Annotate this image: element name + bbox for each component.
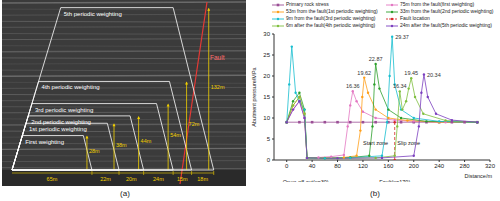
svg-text:0: 0 bbox=[285, 163, 289, 169]
svg-text:132m: 132m bbox=[211, 84, 225, 90]
svg-text:20m: 20m bbox=[126, 176, 137, 182]
svg-text:16.36: 16.36 bbox=[346, 83, 360, 89]
html-text:Fault location: Fault location bbox=[400, 15, 430, 21]
svg-text:200: 200 bbox=[409, 163, 420, 169]
html-text:(a): (a) bbox=[120, 189, 130, 198]
html-text:6m after the fault(4th periodi: 6m after the fault(4th periodic weightin… bbox=[286, 22, 376, 28]
svg-text:5th periodic weighting: 5th periodic weighting bbox=[64, 11, 122, 17]
html-text:Abutment pressure/MPa: Abutment pressure/MPa bbox=[251, 67, 257, 127]
svg-text:320: 320 bbox=[485, 163, 492, 169]
svg-text:1st periodic weighting: 1st periodic weighting bbox=[29, 126, 87, 132]
html-text:(b): (b) bbox=[370, 189, 380, 198]
svg-text:15m: 15m bbox=[177, 176, 188, 182]
svg-text:65m: 65m bbox=[47, 176, 58, 182]
svg-text:40: 40 bbox=[309, 163, 316, 169]
svg-text:20.34: 20.34 bbox=[427, 72, 441, 78]
svg-text:4th periodic weighting: 4th periodic weighting bbox=[42, 84, 100, 90]
html-text:Distance/m: Distance/m bbox=[464, 173, 492, 179]
svg-text:120: 120 bbox=[358, 163, 369, 169]
svg-text:38m: 38m bbox=[116, 142, 127, 148]
svg-text:29.37: 29.37 bbox=[395, 34, 409, 40]
svg-text:First weighting: First weighting bbox=[25, 139, 64, 145]
svg-text:160: 160 bbox=[383, 163, 394, 169]
html-text:75m from the fault(first weigh: 75m from the fault(first weighting) bbox=[400, 1, 475, 7]
svg-text:2nd periodic weighting: 2nd periodic weighting bbox=[31, 119, 91, 125]
html-text:33m from the fault(2nd periodi: 33m from the fault(2nd periodic weightin… bbox=[400, 8, 494, 14]
svg-text:72m: 72m bbox=[189, 121, 200, 127]
svg-text:18m: 18m bbox=[197, 176, 208, 182]
svg-text:15: 15 bbox=[263, 94, 270, 100]
svg-text:25: 25 bbox=[263, 52, 270, 58]
svg-text:22.87: 22.87 bbox=[369, 56, 383, 62]
svg-text:19.45: 19.45 bbox=[404, 70, 418, 76]
svg-text:Fault: Fault bbox=[210, 54, 225, 61]
svg-text:30: 30 bbox=[263, 31, 270, 37]
svg-text:20: 20 bbox=[263, 73, 270, 79]
svg-text:240: 240 bbox=[434, 163, 445, 169]
svg-text:3rd periodic weighting: 3rd periodic weighting bbox=[35, 107, 93, 113]
svg-text:Fault(x=170): Fault(x=170) bbox=[379, 179, 410, 182]
svg-text:Slip zone: Slip zone bbox=[397, 140, 420, 146]
svg-text:Start zone: Start zone bbox=[363, 140, 388, 146]
svg-text:5: 5 bbox=[267, 136, 271, 142]
svg-text:80: 80 bbox=[334, 163, 341, 169]
html-text:53m from the fault(1st periodi: 53m from the fault(1st periodic weightin… bbox=[286, 8, 378, 14]
svg-text:10: 10 bbox=[263, 115, 270, 121]
svg-text:19.62: 19.62 bbox=[357, 70, 371, 76]
svg-text:44m: 44m bbox=[141, 138, 152, 144]
svg-text:0: 0 bbox=[267, 157, 271, 163]
html-text:24m after the fault(5th period: 24m after the fault(5th periodic weighti… bbox=[400, 22, 492, 28]
svg-text:28m: 28m bbox=[89, 148, 100, 154]
svg-text:22m: 22m bbox=[100, 176, 111, 182]
svg-text:54m: 54m bbox=[170, 132, 181, 138]
html-text:9m from the fault(3rd periodic: 9m from the fault(3rd periodic weighting… bbox=[286, 15, 376, 21]
svg-text:280: 280 bbox=[460, 163, 471, 169]
svg-text:Open-off cut(x=30): Open-off cut(x=30) bbox=[283, 179, 329, 182]
html-text:Primary rock stress: Primary rock stress bbox=[286, 1, 329, 7]
svg-text:24m: 24m bbox=[153, 176, 164, 182]
svg-text:16.34: 16.34 bbox=[393, 83, 407, 89]
